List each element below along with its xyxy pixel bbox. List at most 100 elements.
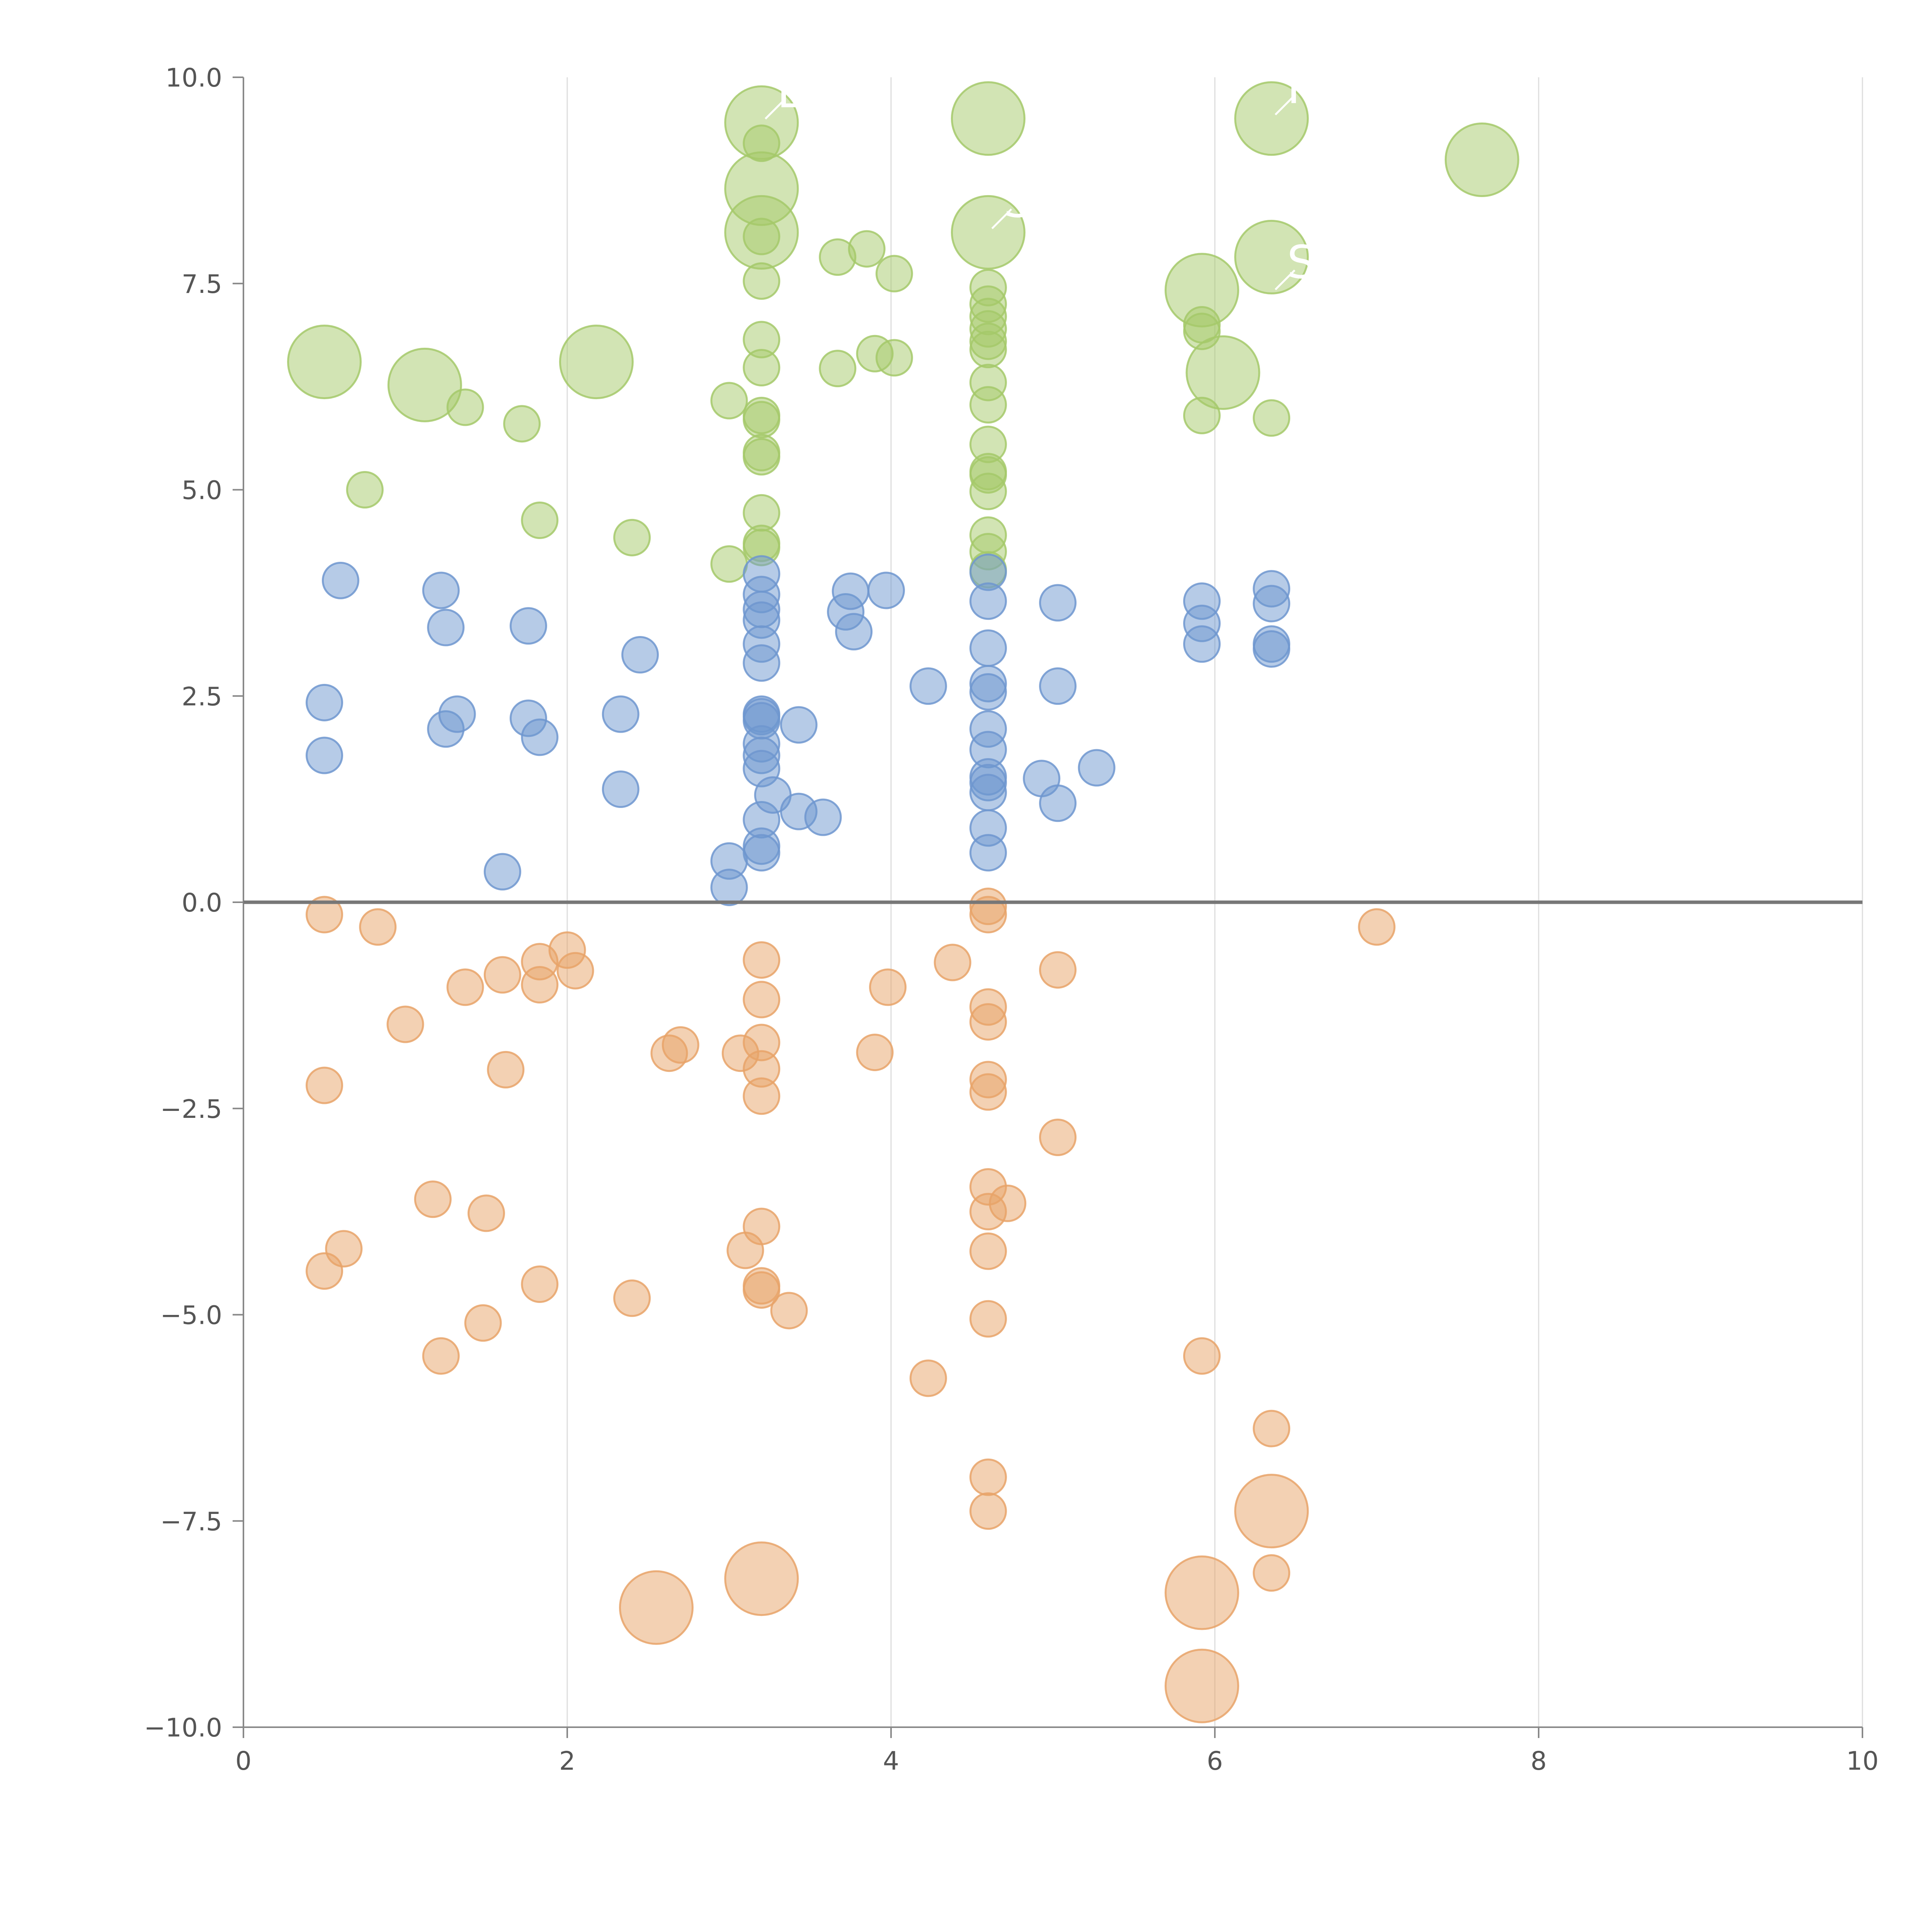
data-point-blue-19: [743, 644, 781, 682]
callout-label-1: ST: [1003, 174, 1061, 228]
data-point-orange-54: [909, 1359, 947, 1397]
data-point-orange-24: [869, 968, 907, 1006]
data-point-orange-20: [743, 981, 781, 1019]
callout-labels: L ST R S: [765, 61, 1319, 291]
data-point-orange-5: [306, 896, 343, 934]
data-point-orange-26: [934, 944, 971, 981]
data-point-orange-35: [1358, 908, 1396, 946]
data-point-blue-39: [909, 667, 947, 705]
callout-leader-1: [991, 208, 1012, 230]
callout-leader-2: [1274, 94, 1296, 116]
data-point-blue-13: [483, 853, 521, 891]
data-point-blue-51: [969, 834, 1007, 872]
data-point-blue-10: [521, 718, 559, 756]
data-point-blue-5: [306, 684, 343, 721]
data-point-orange-47: [743, 1271, 781, 1309]
data-point-orange-8: [446, 968, 484, 1006]
callout-label-3: S: [1287, 235, 1316, 289]
x-tick-label: 8: [1531, 1746, 1547, 1776]
y-tick-label: −5.0: [160, 1301, 222, 1330]
data-point-blue-0: [321, 561, 359, 599]
x-tick-label: 4: [883, 1746, 899, 1776]
data-point-green-53: [503, 405, 541, 443]
data-point-blue-61: [1253, 585, 1291, 622]
y-tick-label: 5.0: [182, 476, 222, 505]
data-point-green-13: [743, 124, 781, 162]
data-point-orange-48: [770, 1292, 808, 1330]
data-point-blue-49: [969, 774, 1007, 811]
data-point-orange-39: [306, 1252, 343, 1290]
data-point-orange-51: [969, 1193, 1007, 1231]
data-point-orange-33: [1039, 951, 1077, 989]
data-point-blue-41: [969, 582, 1007, 620]
data-point-orange-55: [969, 1458, 1007, 1496]
data-point-orange-7: [386, 1005, 424, 1043]
data-point-blue-2: [427, 609, 465, 646]
data-point-green-3: [951, 81, 1026, 156]
callout-label-2: R: [1287, 61, 1319, 114]
y-tick-label: 10.0: [165, 63, 222, 93]
data-point-green-28: [875, 255, 913, 293]
data-point-blue-56: [1078, 749, 1116, 787]
data-point-green-25: [710, 382, 748, 420]
data-point-orange-32: [969, 1073, 1007, 1111]
data-point-blue-42: [969, 629, 1007, 667]
data-point-orange-4: [1234, 1474, 1309, 1549]
data-point-orange-42: [422, 1337, 460, 1375]
data-point-orange-3: [1164, 1648, 1239, 1723]
data-point-green-11: [387, 347, 462, 422]
data-point-blue-32: [804, 798, 842, 836]
data-point-green-9: [1185, 335, 1260, 410]
data-point-orange-11: [521, 966, 559, 1003]
data-point-green-21: [743, 438, 781, 476]
data-point-orange-2: [1164, 1555, 1239, 1630]
data-point-orange-34: [1039, 1118, 1077, 1156]
data-point-blue-28: [743, 834, 781, 872]
data-point-orange-13: [556, 952, 594, 990]
data-point-orange-9: [483, 956, 521, 994]
data-point-blue-38: [867, 571, 905, 609]
data-point-green-15: [743, 262, 781, 300]
data-point-green-49: [1183, 396, 1221, 434]
x-tick-label: 2: [559, 1746, 575, 1776]
y-tick-label: 7.5: [182, 269, 222, 299]
data-point-blue-55: [1039, 784, 1077, 822]
data-point-green-29: [819, 350, 857, 388]
data-point-blue-36: [832, 572, 869, 610]
data-point-green-50: [1253, 399, 1291, 437]
data-point-orange-6: [359, 908, 397, 946]
data-point-blue-4: [621, 636, 659, 673]
data-point-orange-17: [662, 1026, 699, 1064]
data-point-orange-14: [306, 1066, 343, 1104]
data-point-orange-52: [969, 1232, 1007, 1270]
data-point-blue-8: [438, 695, 476, 733]
data-point-green-56: [710, 545, 748, 583]
data-point-green-39: [969, 386, 1007, 424]
callout-label-0: L: [777, 65, 803, 118]
data-point-green-37: [969, 331, 1007, 369]
data-point-green-43: [969, 473, 1007, 510]
data-point-green-17: [743, 349, 781, 387]
data-point-orange-57: [1183, 1337, 1221, 1375]
data-point-orange-28: [969, 896, 1007, 934]
data-point-orange-15: [487, 1051, 525, 1088]
data-point-blue-54: [1039, 667, 1077, 705]
y-tick-label: −2.5: [160, 1094, 222, 1124]
data-point-blue-1: [422, 571, 460, 609]
data-point-blue-30: [780, 706, 818, 744]
data-point-orange-53: [969, 1300, 1007, 1338]
data-point-green-54: [521, 501, 559, 539]
data-point-green-51: [346, 471, 384, 509]
y-tick-label: 2.5: [182, 682, 222, 711]
data-point-green-19: [743, 401, 781, 439]
data-point-green-14: [743, 218, 781, 255]
data-point-orange-41: [464, 1304, 502, 1342]
x-tick-label: 6: [1207, 1746, 1223, 1776]
data-point-orange-56: [969, 1492, 1007, 1530]
axes: 0 2 4 6 8 10 10.0 7.5 5.0 2.5 0.0 −2.5 −5.0 −7.5 −10.0: [144, 63, 1879, 1776]
data-point-orange-37: [468, 1194, 505, 1232]
data-point-blue-11: [602, 695, 639, 733]
data-point-orange-23: [743, 1077, 781, 1115]
data-point-blue-34: [710, 869, 748, 906]
